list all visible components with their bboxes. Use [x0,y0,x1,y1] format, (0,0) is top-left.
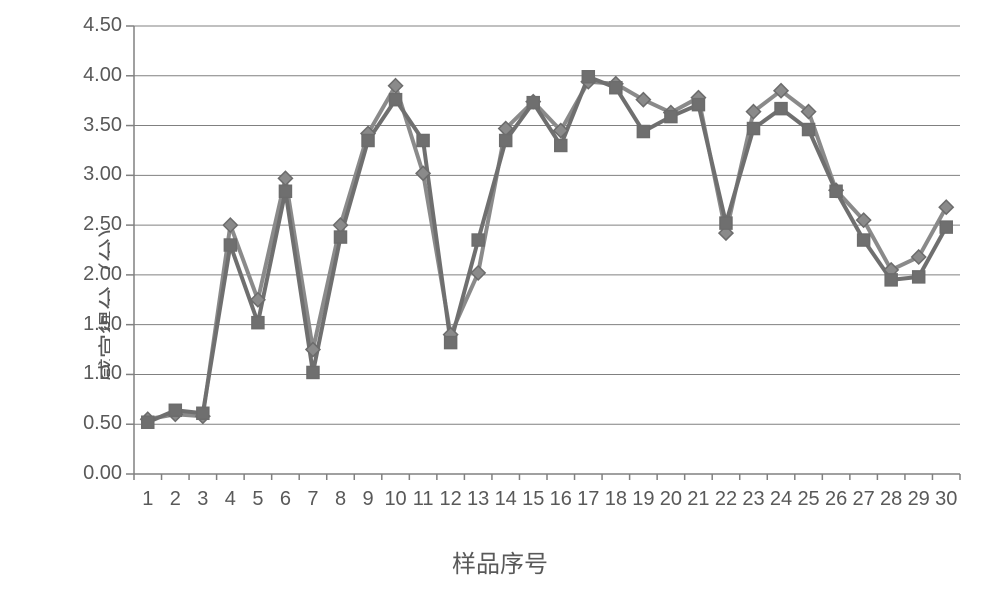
y-tick-label: 3.50 [62,114,122,137]
x-tick-label: 26 [825,488,847,511]
y-tick-label: 4.00 [62,64,122,87]
x-tick-label: 3 [197,488,208,511]
x-tick-label: 24 [770,488,792,511]
y-tick-label: 4.50 [62,14,122,37]
x-tick-label: 29 [908,488,930,511]
x-axis-title: 样品序号 [0,544,1000,579]
x-tick-label: 9 [362,488,373,511]
x-tick-label: 22 [715,488,737,511]
x-tick-label: 25 [797,488,819,511]
x-tick-label: 17 [577,488,599,511]
x-tick-label: 16 [550,488,572,511]
x-tick-label: 15 [522,488,544,511]
chart-svg [110,20,970,480]
y-tick-label: 1.00 [62,362,122,385]
y-tick-label: 2.00 [62,263,122,286]
x-tick-label: 10 [384,488,406,511]
plot-area [110,20,970,480]
y-tick-label: 2.50 [62,213,122,236]
x-tick-label: 20 [660,488,682,511]
x-tick-label: 11 [413,488,434,511]
x-tick-label: 18 [605,488,627,511]
y-tick-label: 0.00 [62,462,122,485]
y-tick-label: 1.50 [62,313,122,336]
y-tick-label: 3.00 [62,163,122,186]
x-tick-label: 21 [687,488,709,511]
x-tick-label: 7 [307,488,318,511]
x-tick-label: 6 [280,488,291,511]
x-tick-label: 5 [252,488,263,511]
x-tick-label: 1 [142,488,153,511]
x-tick-label: 23 [742,488,764,511]
x-tick-label: 13 [467,488,489,511]
chart-container: 感官得分（分） 样品序号 0.000.501.001.502.002.503.0… [0,0,1000,595]
x-tick-label: 30 [935,488,957,511]
x-tick-label: 8 [335,488,346,511]
x-tick-label: 28 [880,488,902,511]
x-tick-label: 19 [632,488,654,511]
x-tick-label: 12 [440,488,462,511]
x-tick-label: 2 [170,488,181,511]
x-tick-label: 27 [853,488,875,511]
x-tick-label: 4 [225,488,236,511]
y-tick-label: 0.50 [62,412,122,435]
x-tick-label: 14 [495,488,517,511]
